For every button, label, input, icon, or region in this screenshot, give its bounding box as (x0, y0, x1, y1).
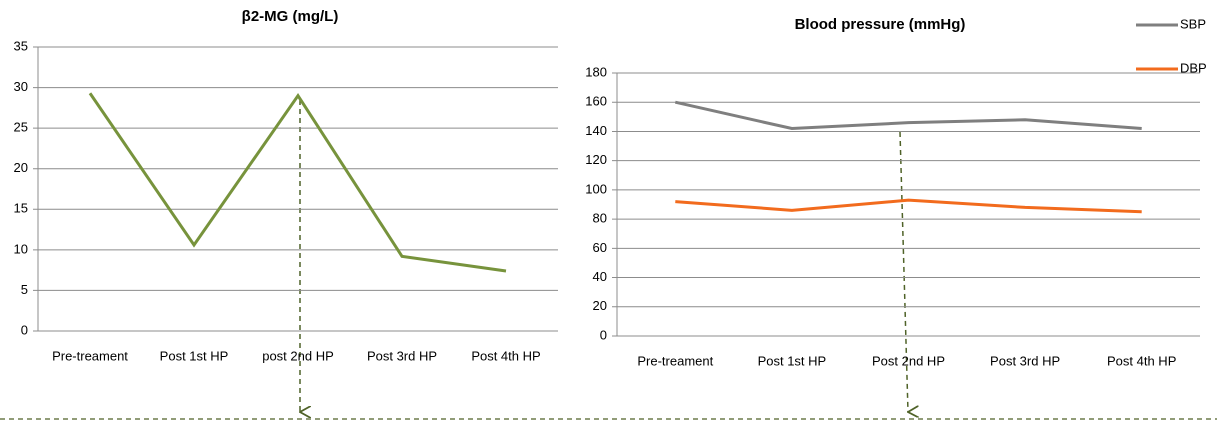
y-tick-label: 15 (14, 201, 28, 216)
x-tick-label: Post 1st HP (160, 348, 229, 363)
x-tick-label: post 2nd HP (262, 348, 334, 363)
y-tick-label: 80 (593, 211, 607, 226)
legend-label: DBP (1180, 60, 1207, 75)
line-series (88, 92, 507, 273)
y-tick-label: 160 (585, 94, 607, 109)
y-tick-label: 120 (585, 152, 607, 167)
chart-title: β2-MG (mg/L) (242, 8, 339, 25)
y-tick-label: 20 (593, 298, 607, 313)
line-series (674, 100, 1142, 131)
line-series (675, 198, 1142, 214)
x-tick-label: Post 3rd HP (367, 348, 437, 363)
y-tick-label: 60 (593, 240, 607, 255)
legend-label: SBP (1180, 16, 1206, 31)
y-tick-label: 5 (21, 282, 28, 297)
y-tick-label: 40 (593, 269, 607, 284)
y-tick-label: 100 (585, 181, 607, 196)
y-tick-label: 0 (600, 327, 607, 342)
x-tick-label: Post 3rd HP (990, 353, 1060, 368)
y-tick-label: 20 (14, 160, 28, 175)
x-tick-label: Pre-treament (52, 348, 128, 363)
y-tick-label: 0 (21, 322, 28, 337)
y-tick-label: 140 (585, 123, 607, 138)
x-tick-label: Post 4th HP (471, 348, 540, 363)
x-tick-label: Post 4th HP (1107, 353, 1176, 368)
x-tick-label: Post 1st HP (758, 353, 827, 368)
y-tick-label: 180 (585, 64, 607, 79)
x-tick-label: Post 2nd HP (872, 353, 945, 368)
x-tick-label: Pre-treament (637, 353, 713, 368)
y-tick-label: 10 (14, 241, 28, 256)
chart-title: Blood pressure (mmHg) (795, 16, 966, 33)
y-tick-label: 35 (14, 38, 28, 53)
arrow (899, 131, 908, 412)
y-tick-label: 30 (14, 79, 28, 94)
y-tick-label: 25 (14, 120, 28, 135)
